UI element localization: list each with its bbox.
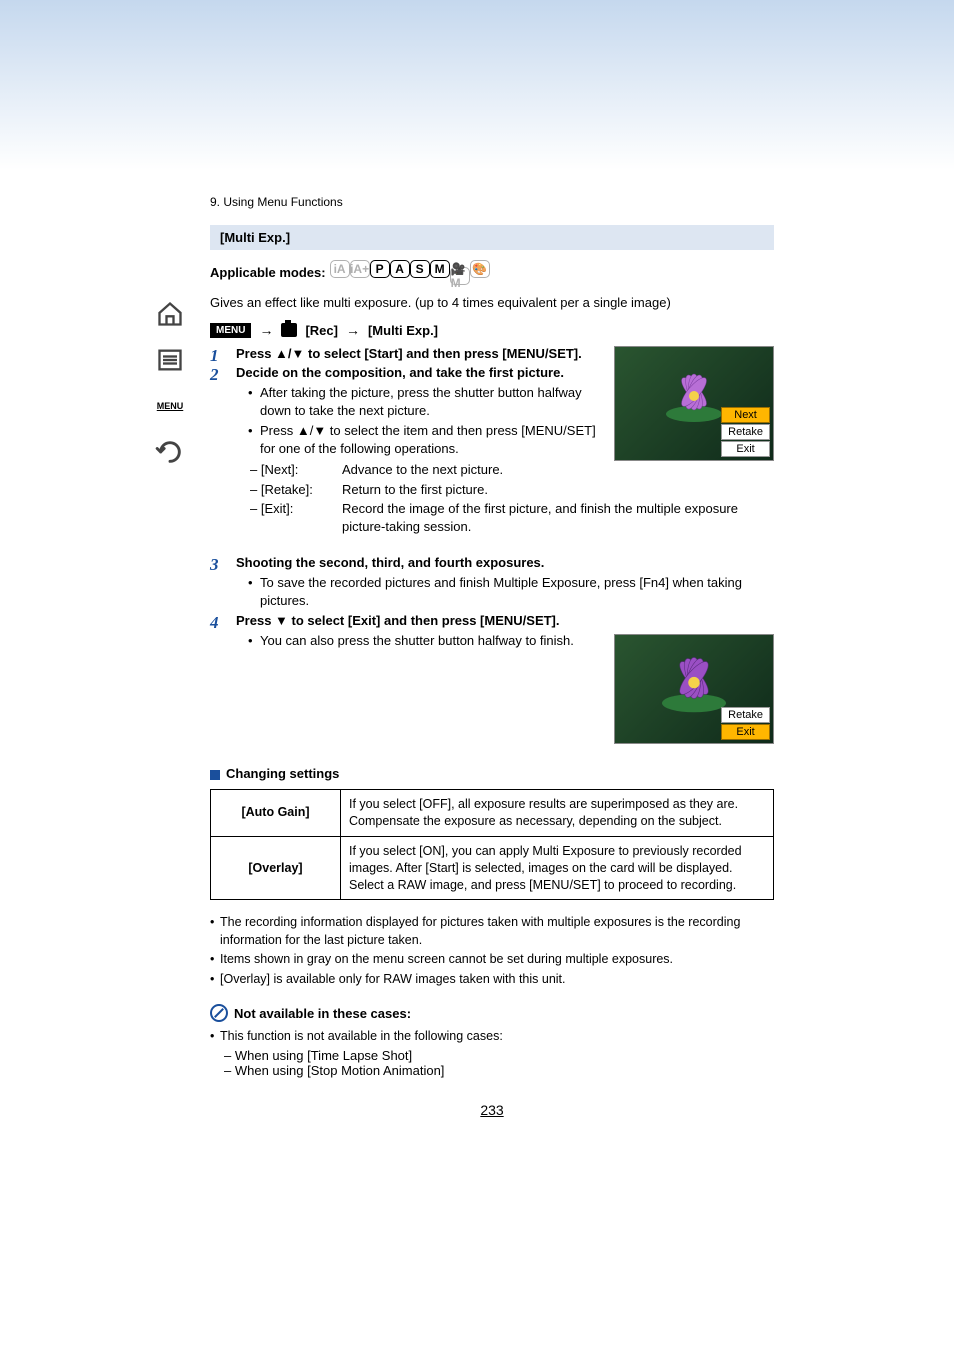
sidebar-nav: MENU [155,300,191,484]
menu-icon[interactable]: MENU [155,392,185,420]
menu-path: MENU → [Rec] → [Multi Exp.] [210,322,774,338]
not-available-intro: This function is not available in the fo… [210,1028,774,1046]
step-bullet: Press ▲/▼ to select the item and then pr… [248,422,774,457]
step-head: Decide on the composition, and take the … [236,365,774,380]
preview-image-2: RetakeExit [614,634,774,744]
breadcrumb: 9. Using Menu Functions [210,195,774,209]
table-row: [Overlay]If you select [ON], you can app… [211,836,774,900]
home-icon[interactable] [155,300,185,328]
square-bullet-icon [210,770,220,780]
mode-chip: 🎨 [470,260,490,278]
notes-list: The recording information displayed for … [210,914,774,988]
setting-name: [Overlay] [211,836,341,900]
mode-chip: P [370,260,390,278]
note-item: [Overlay] is available only for RAW imag… [210,971,774,989]
mode-chip: A [390,260,410,278]
mode-chip: iA+ [350,260,370,278]
step-dash-item: – [Exit]:Record the image of the first p… [250,500,774,535]
rec-label: [Rec] [305,323,338,338]
mode-chip: 🎥M [450,267,470,285]
not-available-items: When using [Time Lapse Shot]When using [… [224,1048,774,1078]
step-item: Decide on the composition, and take the … [210,365,774,535]
setting-desc: If you select [ON], you can apply Multi … [341,836,774,900]
setting-name: [Auto Gain] [211,790,341,837]
step-bullet: To save the recorded pictures and finish… [248,574,774,609]
step-head: Shooting the second, third, and fourth e… [236,555,774,570]
preview-option: Exit [721,724,770,740]
back-icon[interactable] [155,438,185,466]
arrow-icon: → [259,322,273,338]
not-available-head: Not available in these cases: [210,1004,774,1022]
setting-desc: If you select [OFF], all exposure result… [341,790,774,837]
menu-badge: MENU [210,323,251,338]
step-item: Shooting the second, third, and fourth e… [210,555,774,609]
preview-2-options: RetakeExit [721,707,770,740]
multi-exp-label: [Multi Exp.] [368,323,438,338]
section-title: [Multi Exp.] [210,225,774,250]
list-icon[interactable] [155,346,185,374]
arrow-icon: → [346,322,360,338]
page-number: 233 [210,1102,774,1118]
step-head: Press ▲/▼ to select [Start] and then pre… [236,346,774,361]
mode-chip: S [410,260,430,278]
mode-chip: iA [330,260,350,278]
changing-settings-head: Changing settings [210,766,774,781]
flower-icon [654,643,734,713]
table-row: [Auto Gain]If you select [OFF], all expo… [211,790,774,837]
applicable-modes-row: Applicable modes: iAiA+PASM🎥M🎨 [210,260,774,285]
mode-chip: M [430,260,450,278]
step-bullet: After taking the picture, press the shut… [248,384,774,419]
na-item: When using [Stop Motion Animation] [224,1063,774,1078]
note-item: The recording information displayed for … [210,914,774,949]
step-item: Press ▲/▼ to select [Start] and then pre… [210,346,774,361]
camera-icon [281,323,297,337]
na-item: When using [Time Lapse Shot] [224,1048,774,1063]
intro-text: Gives an effect like multi exposure. (up… [210,295,774,310]
prohibit-icon [210,1004,228,1022]
applicable-label: Applicable modes: [210,265,326,280]
preview-option: Retake [721,707,770,723]
settings-table: [Auto Gain]If you select [OFF], all expo… [210,789,774,900]
step-dash-item: – [Next]:Advance to the next picture. [250,461,604,479]
step-dash-item: – [Retake]:Return to the first picture. [250,481,774,499]
note-item: Items shown in gray on the menu screen c… [210,951,774,969]
step-head: Press ▼ to select [Exit] and then press … [236,613,774,628]
